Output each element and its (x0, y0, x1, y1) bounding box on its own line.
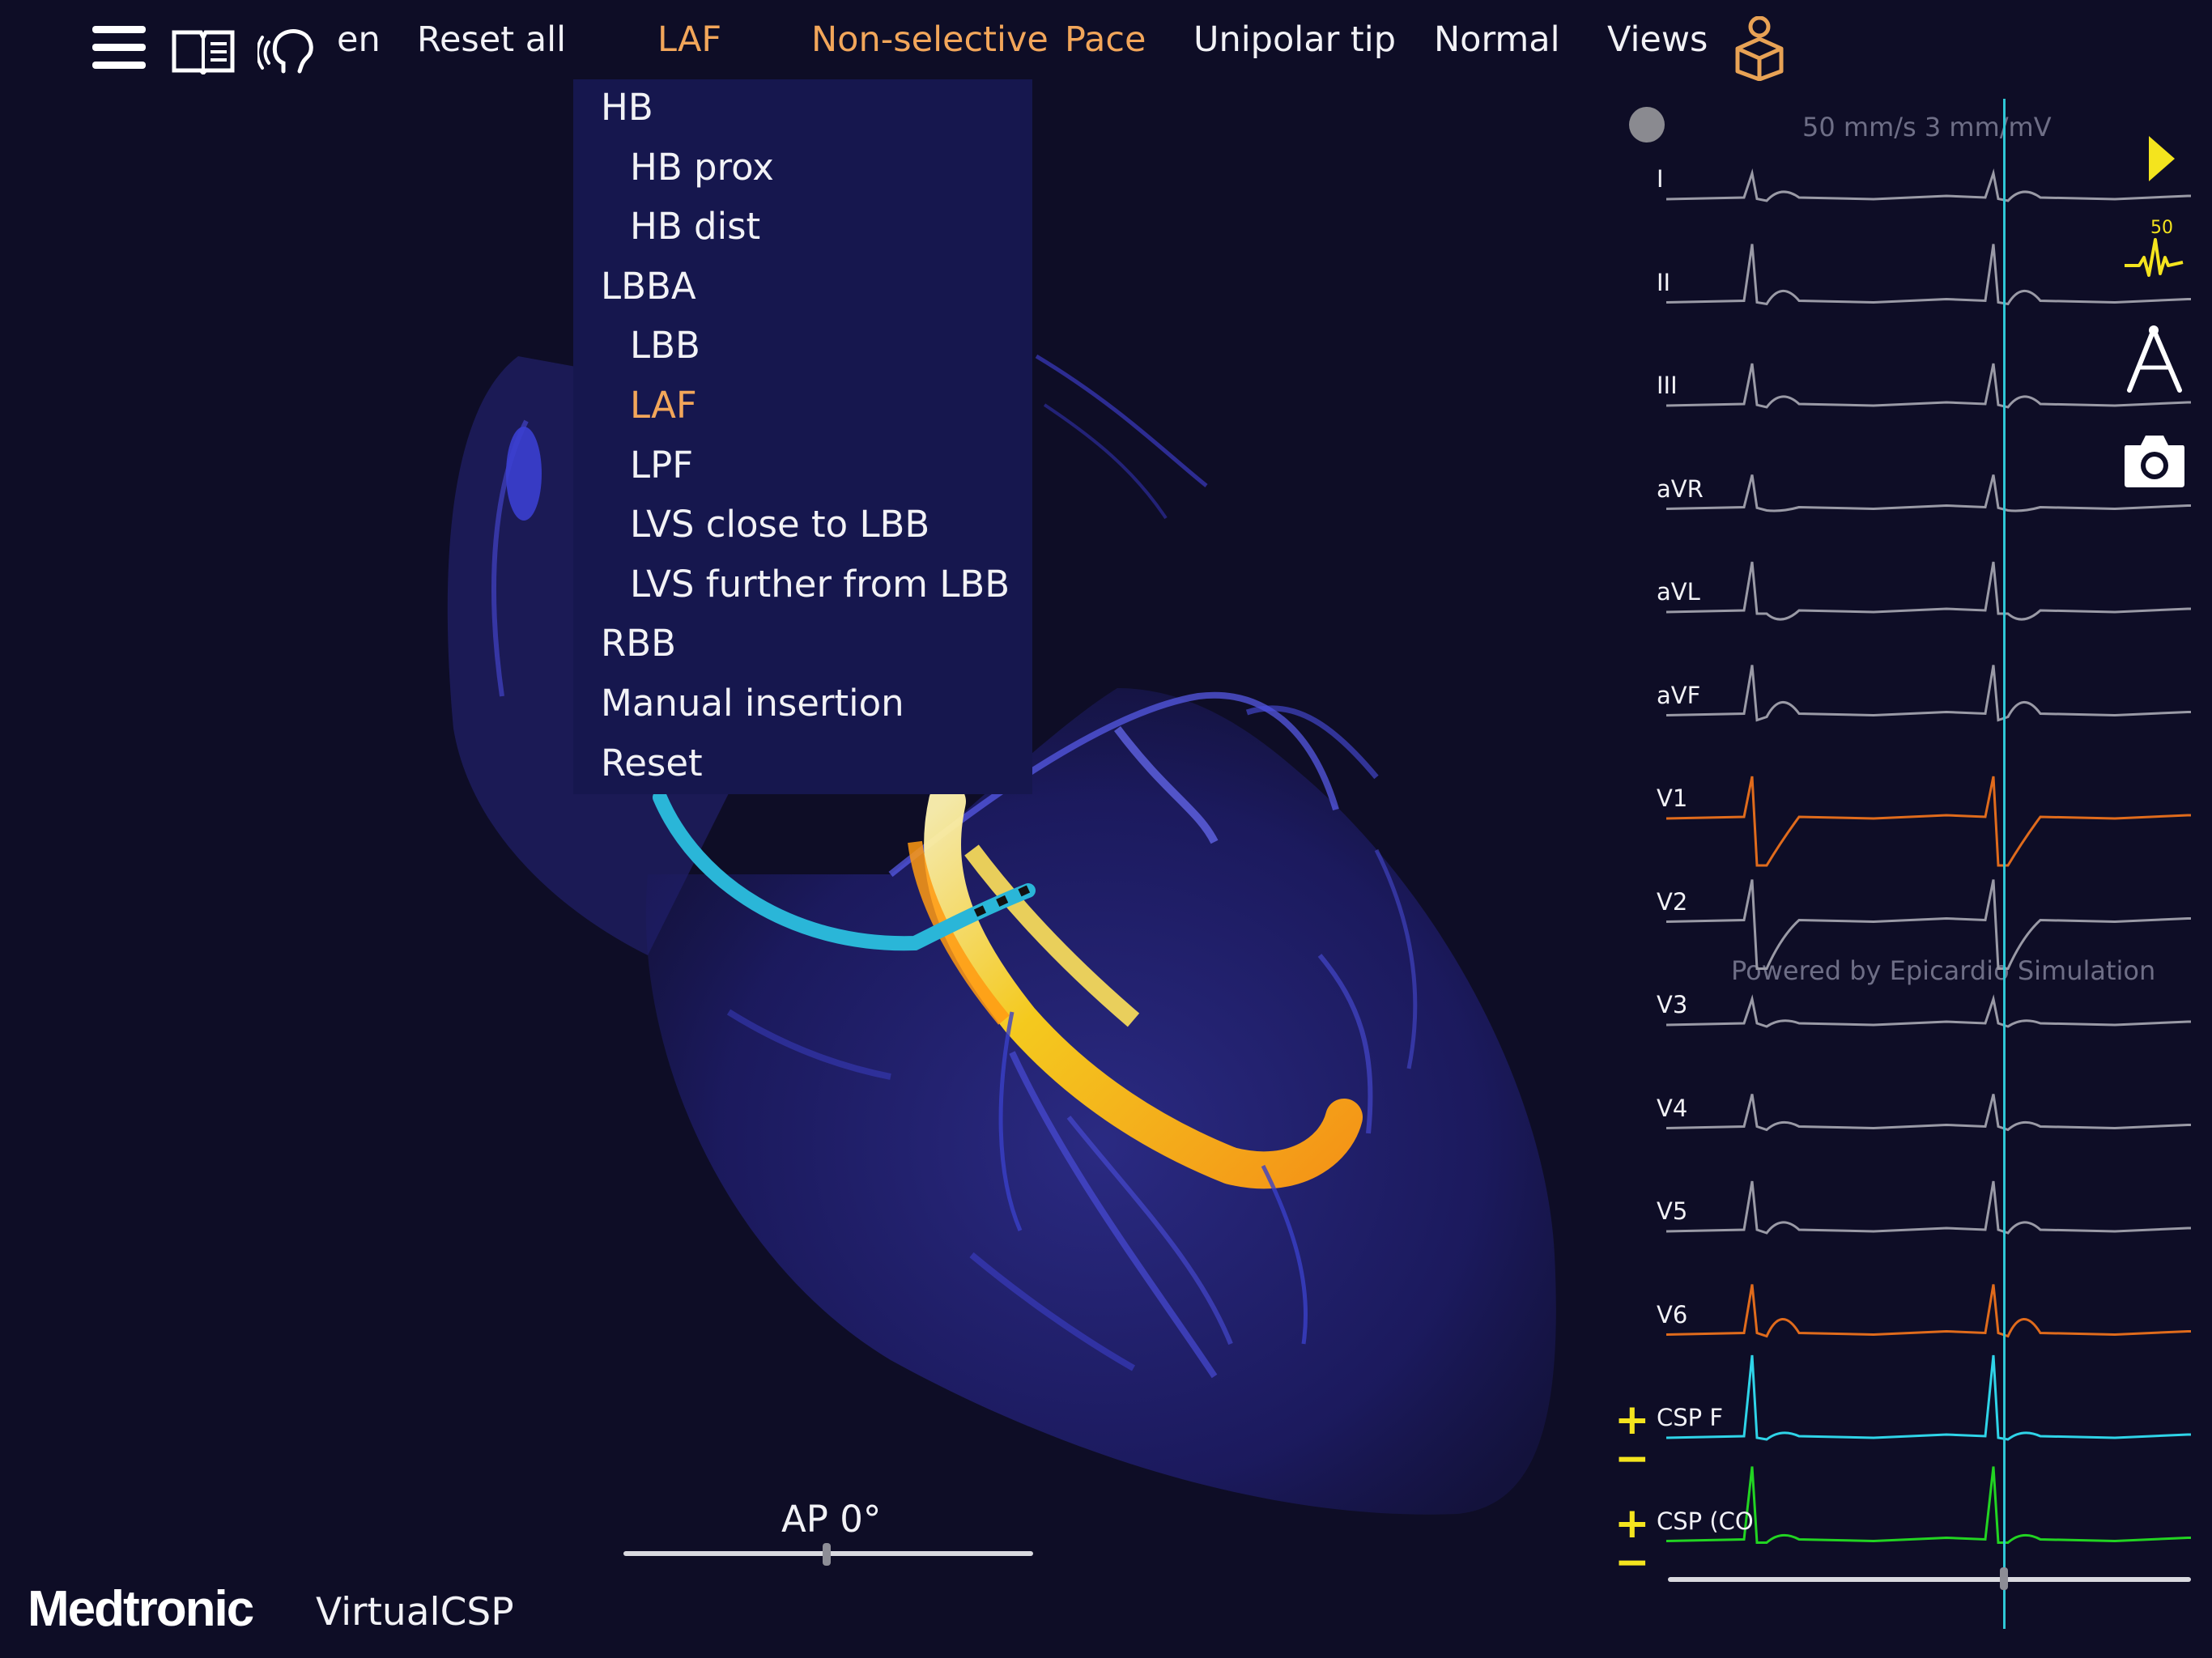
lead-label: I (1657, 165, 1664, 193)
dropdown-item[interactable]: HB (601, 86, 653, 129)
lead-label: V4 (1657, 1094, 1688, 1122)
views-menu[interactable]: Views (1607, 19, 1708, 60)
reset-all-button[interactable]: Reset all (417, 19, 567, 60)
lead-label: V6 (1657, 1300, 1688, 1329)
dropdown-item[interactable]: LPF (630, 443, 694, 487)
lead-label: aVF (1657, 681, 1701, 709)
dropdown-item[interactable]: HB dist (630, 205, 761, 249)
dropdown-item[interactable]: Manual insertion (601, 682, 904, 725)
lead-label: III (1657, 372, 1678, 399)
ecg-trace-ii (1665, 244, 2191, 306)
ecg-trace-v3 (1665, 994, 2191, 1028)
watermark-text: Powered by Epicardio Simulation (1731, 955, 2156, 986)
ecg-scrubber-handle[interactable] (2000, 1567, 2008, 1590)
location-dropdown-menu: HB HB prox HB dist LBBA LBB LAF LPF LVS close t… (573, 79, 1032, 794)
operator-figure-icon[interactable] (1733, 15, 1786, 82)
language-selector[interactable]: en (337, 19, 381, 60)
csp-con-gain-increase-button[interactable]: + (1614, 1499, 1650, 1548)
dropdown-item[interactable]: LBBA (601, 264, 696, 308)
ecg-trace-avr (1665, 474, 2191, 512)
lead-label: aVL (1657, 578, 1700, 606)
lead-label: V1 (1657, 784, 1688, 812)
lead-label: aVR (1657, 474, 1704, 503)
caliper-icon[interactable] (2123, 322, 2184, 395)
ecg-trace-iii (1665, 363, 2191, 409)
hamburger-menu-icon[interactable] (92, 24, 146, 70)
ecg-trace-csp-co (1665, 1466, 2191, 1544)
dropdown-item[interactable]: LAF (630, 384, 697, 427)
csp-con-gain-decrease-button[interactable]: − (1614, 1538, 1650, 1587)
csp-f-gain-decrease-button[interactable]: − (1614, 1435, 1650, 1483)
configuration-selector[interactable]: Unipolar tip (1193, 19, 1397, 60)
book-icon[interactable] (172, 26, 235, 76)
lead-label: II (1657, 268, 1671, 296)
view-angle-label: AP 0° (781, 1498, 882, 1541)
ecg-trace-i (1665, 168, 2191, 202)
heart-rate-icon[interactable]: 50 (2121, 217, 2186, 288)
lead-label: V3 (1657, 991, 1688, 1018)
dropdown-item[interactable]: HB prox (630, 145, 774, 189)
ecg-trace-avl (1665, 561, 2191, 621)
ecg-trace-v5 (1665, 1180, 2191, 1235)
ecg-settings-label[interactable]: 50 mm/s 3 mm/mV (1802, 112, 2052, 142)
dropdown-item[interactable]: RBB (601, 622, 677, 665)
csp-f-gain-increase-button[interactable]: + (1614, 1396, 1650, 1444)
view-rotation-handle[interactable] (823, 1543, 831, 1566)
voice-speaker-icon[interactable] (256, 24, 317, 78)
dropdown-item[interactable]: LBB (630, 324, 700, 368)
dropdown-item[interactable]: Reset (601, 741, 703, 784)
ecg-trace-v1 (1665, 776, 2191, 867)
app-name: VirtualCSP (316, 1590, 514, 1635)
heart-model (447, 354, 1556, 1515)
ecg-trace-v4 (1665, 1094, 2191, 1132)
ecg-trace-csp-f (1665, 1354, 2191, 1441)
ecg-trace-v2 (1665, 879, 2191, 970)
camera-icon[interactable] (2123, 431, 2186, 489)
ecg-cursor-line[interactable] (2003, 99, 2006, 1629)
ecg-trace-avf (1665, 665, 2191, 722)
lead-label: V5 (1657, 1197, 1688, 1225)
lead-label: V2 (1657, 887, 1688, 916)
play-icon[interactable] (2147, 134, 2176, 183)
ecg-trace-v6 (1665, 1284, 2191, 1338)
dropdown-item[interactable]: LVS further from LBB (630, 562, 1010, 606)
location-dropdown[interactable]: LAF (657, 19, 722, 60)
speed-badge: 50 (2150, 218, 2173, 238)
dropdown-item[interactable]: LVS close to LBB (630, 503, 930, 546)
capture-type-selector[interactable]: Non-selective (811, 19, 1049, 60)
ecg-record-dot[interactable] (1629, 107, 1665, 142)
conduction-selector[interactable]: Normal (1434, 19, 1560, 60)
lead-label: CSP F (1657, 1404, 1724, 1431)
medtronic-logo: Medtronic (28, 1581, 254, 1637)
mode-selector[interactable]: Pace (1065, 19, 1146, 60)
ecg-time-scrubber[interactable] (1668, 1577, 2191, 1582)
lead-label: CSP (CO (1657, 1507, 1754, 1535)
